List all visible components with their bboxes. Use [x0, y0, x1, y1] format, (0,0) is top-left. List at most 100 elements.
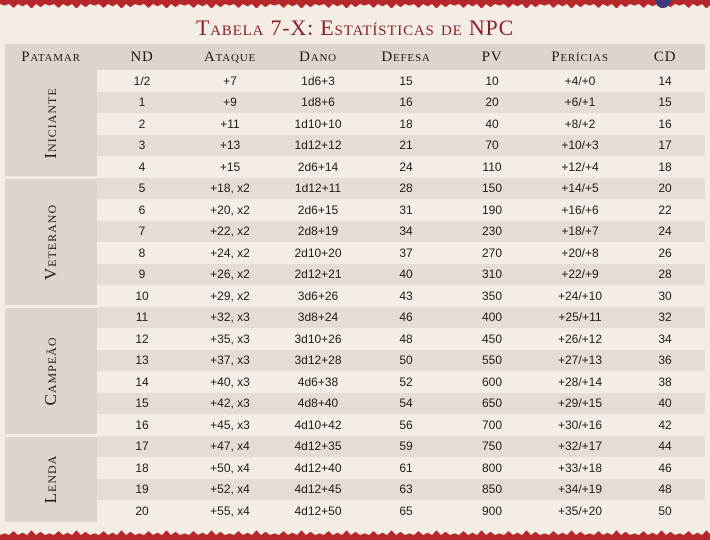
cell-cd: 40: [625, 392, 705, 414]
cell-nd: 10: [97, 285, 187, 307]
cell-cd: 44: [625, 435, 705, 457]
table-row: 7 +22, x2 2d8+19 34 230 +18/+7 24: [5, 220, 705, 242]
cell-pericias: +12/+4: [535, 156, 625, 178]
cell-dano: 4d12+50: [273, 500, 363, 522]
cell-dano: 4d6+38: [273, 371, 363, 393]
table-row: 2 +11 1d10+10 18 40 +8/+2 16: [5, 113, 705, 135]
cell-cd: 32: [625, 306, 705, 328]
cell-dano: 1d12+11: [273, 177, 363, 199]
npc-stats-table: Patamar ND Ataque Dano Defesa PV Perícia…: [5, 44, 705, 522]
cell-dano: 3d6+26: [273, 285, 363, 307]
cell-defesa: 24: [363, 156, 449, 178]
cell-ataque: +35, x3: [187, 328, 273, 350]
cell-defesa: 28: [363, 177, 449, 199]
cell-ataque: +26, x2: [187, 263, 273, 285]
table-row: Iniciante 1/2 +7 1d6+3 15 10 +4/+0 14: [5, 70, 705, 178]
header-defesa: Defesa: [363, 44, 449, 70]
cell-nd: 12: [97, 328, 187, 350]
cell-defesa: 52: [363, 371, 449, 393]
header-pv: PV: [449, 44, 535, 70]
cell-defesa: 54: [363, 392, 449, 414]
cell-nd: 13: [97, 349, 187, 371]
cell-dano: 2d12+21: [273, 263, 363, 285]
cell-pv: 850: [449, 478, 535, 500]
cell-ataque: +24, x2: [187, 242, 273, 264]
cell-dano: 2d8+19: [273, 220, 363, 242]
cell-ataque: +37, x3: [187, 349, 273, 371]
cell-cd: 17: [625, 134, 705, 156]
cell-pericias: +18/+7: [535, 220, 625, 242]
cell-defesa: 63: [363, 478, 449, 500]
cell-defesa: 18: [363, 113, 449, 135]
table-row: 1 +9 1d8+6 16 20 +6/+1 15: [5, 91, 705, 113]
cell-pericias: +34/+19: [535, 478, 625, 500]
cell-defesa: 48: [363, 328, 449, 350]
cell-dano: 3d8+24: [273, 306, 363, 328]
top-corner-ornament: [655, 0, 671, 8]
table-row: 12 +35, x3 3d10+26 48 450 +26/+12 34: [5, 328, 705, 350]
table-row: 14 +40, x3 4d6+38 52 600 +28/+14 38: [5, 371, 705, 393]
cell-nd: 7: [97, 220, 187, 242]
cell-ataque: +18, x2: [187, 177, 273, 199]
cell-cd: 24: [625, 220, 705, 242]
cell-pv: 110: [449, 156, 535, 178]
cell-pv: 600: [449, 371, 535, 393]
tier-cell: Campeão: [5, 305, 97, 436]
cell-nd: 14: [97, 371, 187, 393]
tier-cell: Lenda: [5, 434, 97, 522]
cell-cd: 20: [625, 177, 705, 199]
tier-label: Lenda: [41, 454, 60, 504]
cell-nd: 18: [97, 457, 187, 479]
cell-ataque: +22, x2: [187, 220, 273, 242]
cell-cd: 48: [625, 478, 705, 500]
cell-cd: 28: [625, 263, 705, 285]
cell-pericias: +26/+12: [535, 328, 625, 350]
cell-ataque: +52, x4: [187, 478, 273, 500]
cell-cd: 34: [625, 328, 705, 350]
table-body: Iniciante 1/2 +7 1d6+3 15 10 +4/+0 14 1 +9 1d8+6 16…: [5, 70, 705, 522]
cell-nd: 2: [97, 113, 187, 135]
cell-pv: 40: [449, 113, 535, 135]
cell-pericias: +30/+16: [535, 414, 625, 436]
cell-pv: 800: [449, 457, 535, 479]
cell-pericias: +6/+1: [535, 91, 625, 113]
cell-nd: 15: [97, 392, 187, 414]
cell-pv: 20: [449, 91, 535, 113]
cell-ataque: +45, x3: [187, 414, 273, 436]
table-row: 18 +50, x4 4d12+40 61 800 +33/+18 46: [5, 457, 705, 479]
cell-pericias: +35/+20: [535, 500, 625, 522]
cell-cd: 38: [625, 371, 705, 393]
table-row: Veterano 5 +18, x2 1d12+11 28 150 +14/+5 20: [5, 176, 705, 307]
cell-cd: 22: [625, 199, 705, 221]
cell-dano: 2d10+20: [273, 242, 363, 264]
cell-nd: 6: [97, 199, 187, 221]
table-row: 15 +42, x3 4d8+40 54 650 +29/+15 40: [5, 392, 705, 414]
cell-pericias: +16/+6: [535, 199, 625, 221]
cell-defesa: 16: [363, 91, 449, 113]
cell-dano: 1d10+10: [273, 113, 363, 135]
cell-pericias: +28/+14: [535, 371, 625, 393]
cell-pv: 270: [449, 242, 535, 264]
cell-nd: 16: [97, 414, 187, 436]
cell-pv: 550: [449, 349, 535, 371]
cell-ataque: +47, x4: [187, 435, 273, 457]
table-row: 6 +20, x2 2d6+15 31 190 +16/+6 22: [5, 199, 705, 221]
cell-nd: 4: [97, 156, 187, 178]
cell-pericias: +10/+3: [535, 134, 625, 156]
cell-dano: 2d6+15: [273, 199, 363, 221]
cell-ataque: +55, x4: [187, 500, 273, 522]
cell-defesa: 21: [363, 134, 449, 156]
bottom-decorative-border: [0, 530, 710, 540]
cell-nd: 9: [97, 263, 187, 285]
header-pericias: Perícias: [535, 44, 625, 70]
cell-pv: 350: [449, 285, 535, 307]
cell-pericias: +4/+0: [535, 70, 625, 92]
tier-label: Campeão: [41, 336, 60, 406]
cell-dano: 4d10+42: [273, 414, 363, 436]
table-header-row: Patamar ND Ataque Dano Defesa PV Perícia…: [5, 44, 705, 70]
cell-pericias: +33/+18: [535, 457, 625, 479]
cell-ataque: +7: [187, 70, 273, 92]
table-row: Campeão 11 +32, x3 3d8+24 46 400 +25/+11 32: [5, 305, 705, 436]
cell-defesa: 59: [363, 435, 449, 457]
cell-nd: 19: [97, 478, 187, 500]
